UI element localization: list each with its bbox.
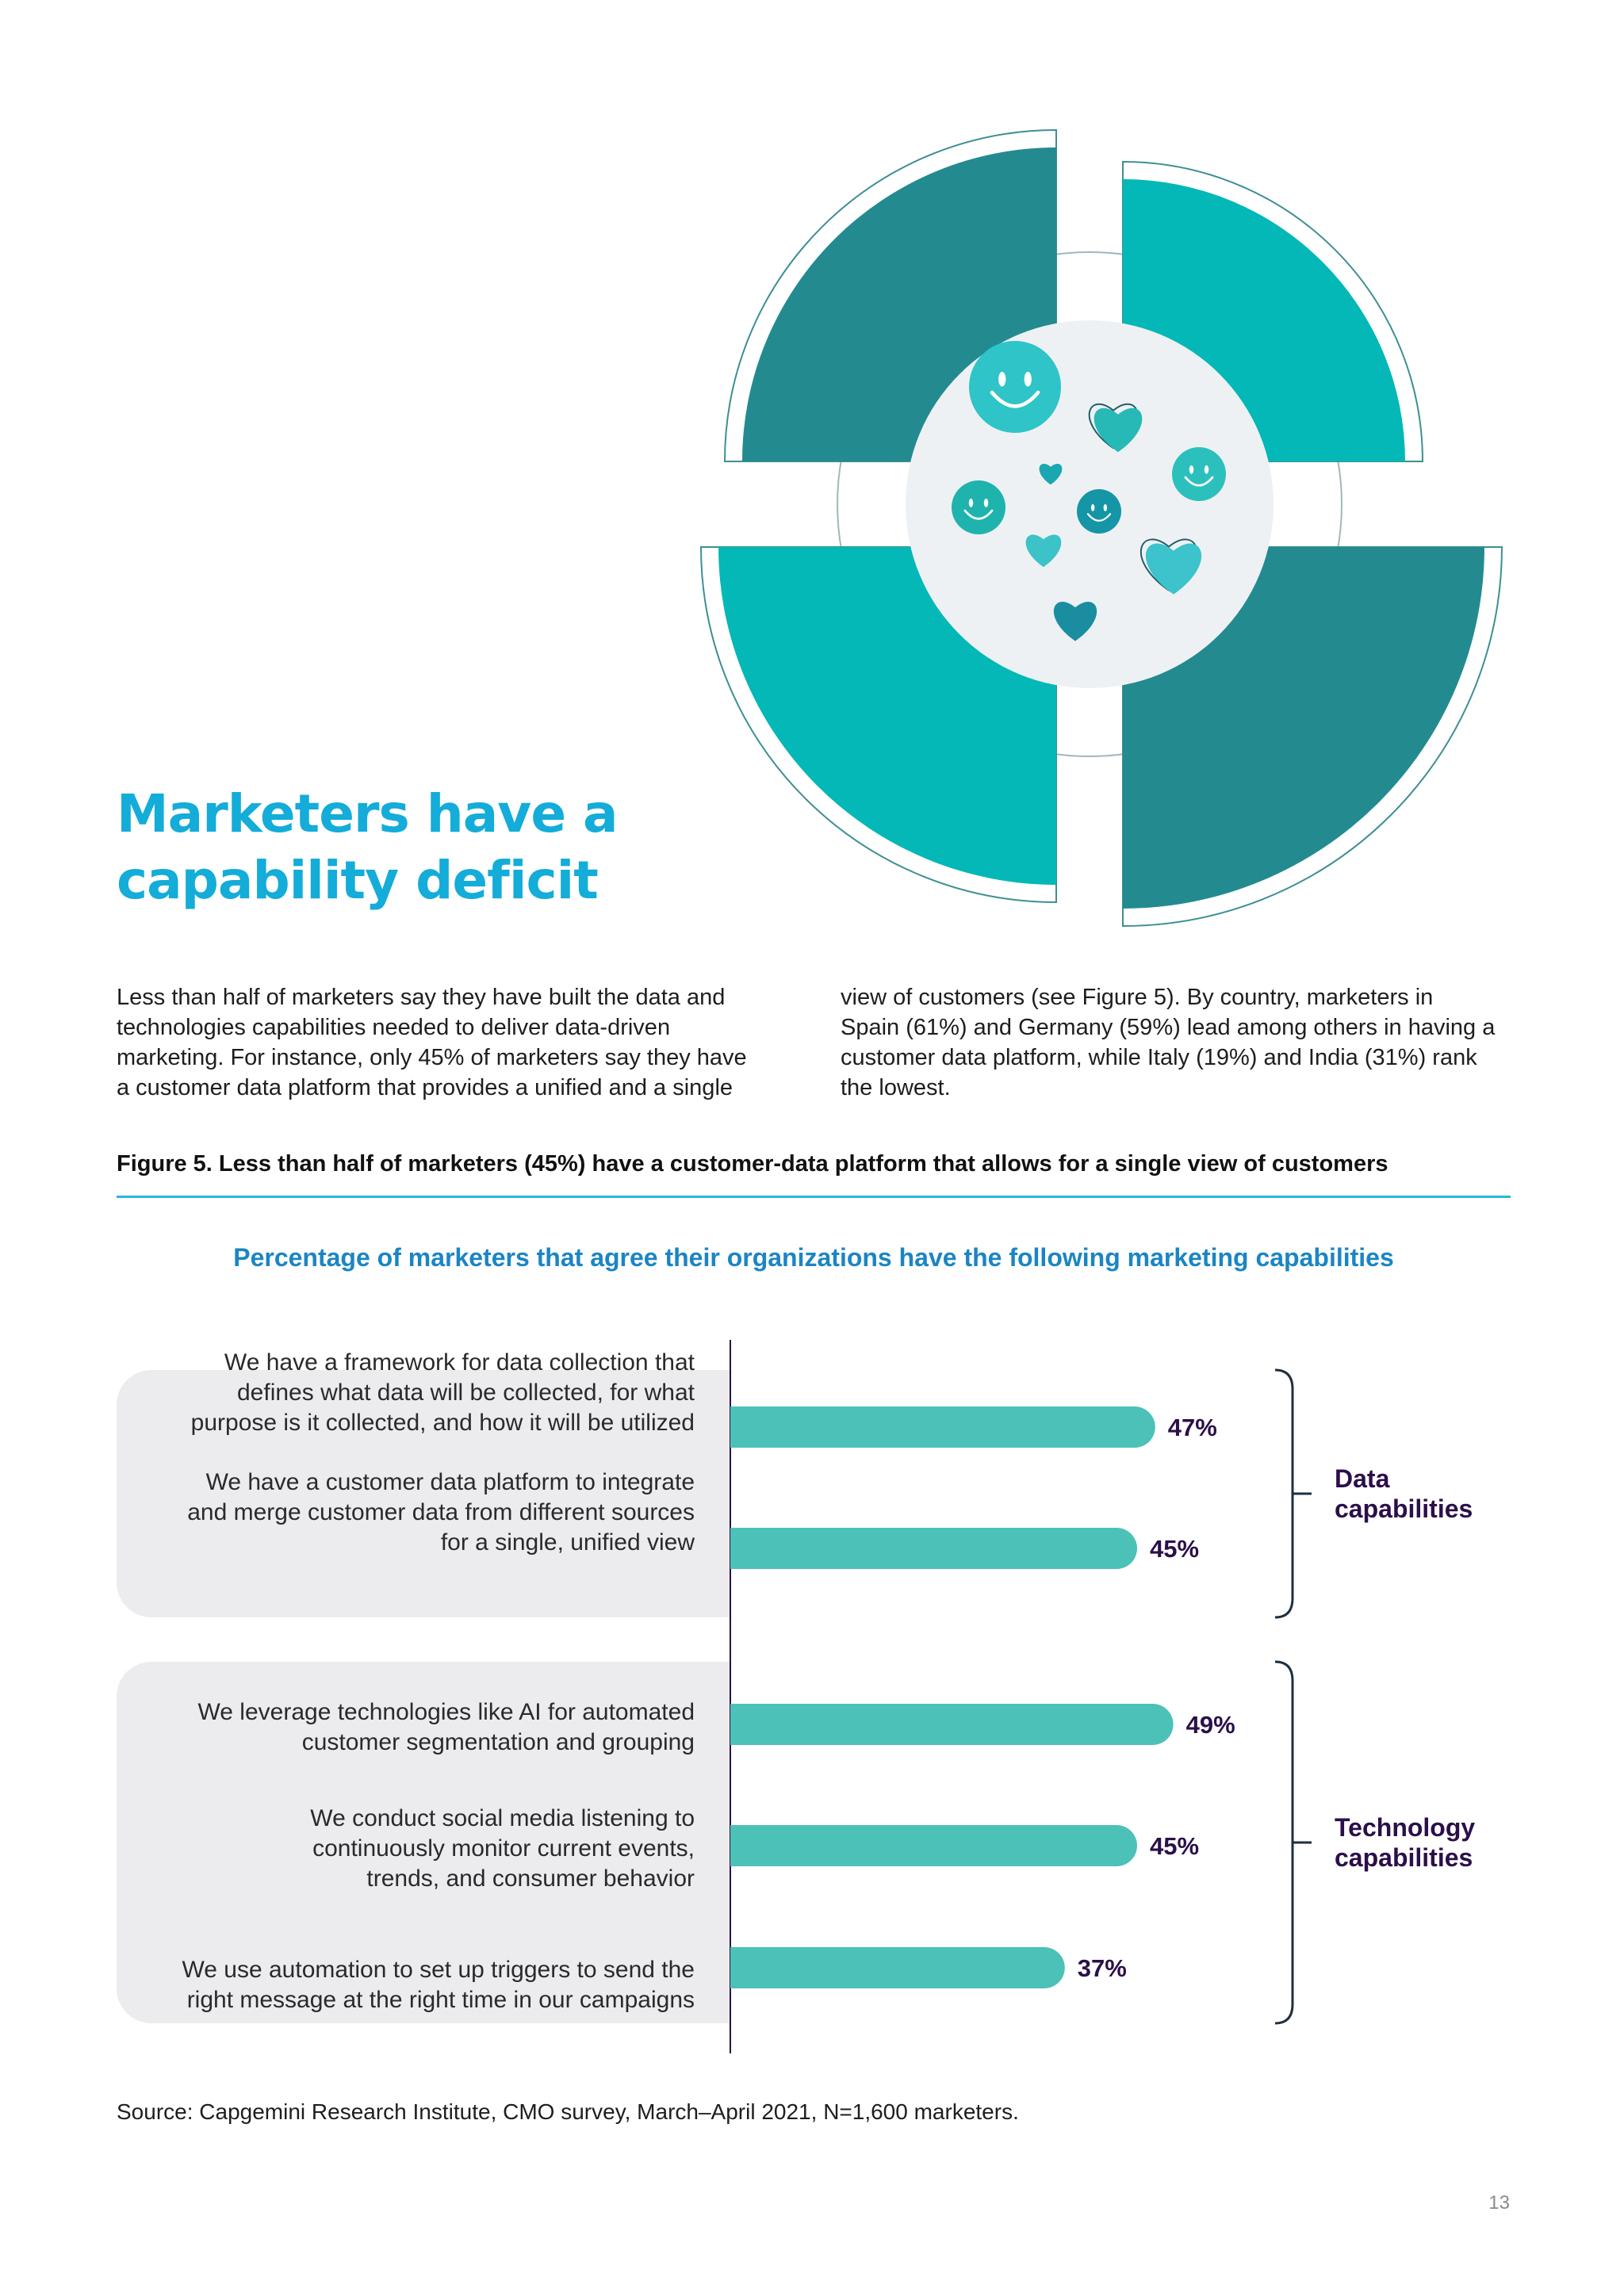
body-line: customer data platform, while Italy (19%… bbox=[841, 1045, 1477, 1070]
body-line: view of customers (see Figure 5). By cou… bbox=[841, 985, 1434, 1010]
category-label: We have a customer data platform to inte… bbox=[206, 1469, 695, 1495]
category-label: for a single, unified view bbox=[441, 1529, 695, 1556]
heart-shape bbox=[1094, 408, 1143, 453]
category-label: trends, and consumer behavior bbox=[366, 1866, 695, 1892]
smiley-eye bbox=[1103, 503, 1108, 511]
heart-icon bbox=[1039, 463, 1063, 485]
heart-shape bbox=[1025, 534, 1062, 568]
smiley-eye bbox=[968, 498, 974, 507]
smiley-eye bbox=[998, 371, 1006, 387]
group-label: capabilities bbox=[1335, 1494, 1473, 1523]
smiley-icon bbox=[969, 341, 1061, 433]
heart-shape bbox=[1145, 543, 1202, 595]
heading-line: capability deficit bbox=[117, 850, 599, 911]
bar bbox=[730, 1947, 1065, 1988]
category-label: and merge customer data from different s… bbox=[187, 1499, 695, 1525]
heart-shape bbox=[1053, 602, 1097, 641]
body-line: a customer data platform that provides a… bbox=[117, 1075, 733, 1100]
category-label: We have a framework for data collection … bbox=[224, 1349, 695, 1376]
category-label: We conduct social media listening to bbox=[310, 1805, 695, 1831]
smiley-mouth bbox=[963, 509, 994, 520]
category-label: right message at the right time in our c… bbox=[187, 1987, 695, 2013]
category-label: continuously monitor current events, bbox=[312, 1835, 695, 1862]
data-label: 37% bbox=[1078, 1954, 1127, 1982]
heart-icon bbox=[1025, 534, 1062, 568]
heart-icon bbox=[1139, 538, 1202, 595]
group-label: capabilities bbox=[1335, 1843, 1473, 1872]
group-brace bbox=[1274, 1660, 1294, 2025]
category-label: We leverage technologies like AI for aut… bbox=[198, 1699, 695, 1725]
category-label: We use automation to set up triggers to … bbox=[182, 1957, 695, 1983]
data-label: 45% bbox=[1150, 1535, 1199, 1563]
data-label: 45% bbox=[1150, 1832, 1199, 1860]
smiley-mouth bbox=[1086, 513, 1112, 522]
smiley-eye bbox=[1024, 371, 1032, 387]
smiley-icon bbox=[1172, 447, 1226, 501]
source-note: Source: Capgemini Research Institute, CM… bbox=[117, 2099, 1019, 2124]
body-line: marketing. For instance, only 45% of mar… bbox=[117, 1045, 747, 1070]
page-number: 13 bbox=[1488, 2192, 1510, 2214]
smiley-eye bbox=[983, 498, 989, 507]
heart-icon bbox=[1053, 602, 1097, 641]
label-band bbox=[117, 1370, 778, 1617]
hero-illustration bbox=[699, 128, 1503, 928]
heading-line: Marketers have a bbox=[117, 783, 619, 844]
body-text-column-1: Less than half of marketers say they hav… bbox=[117, 982, 791, 1103]
label-band bbox=[117, 1662, 778, 2023]
smiley-face bbox=[1172, 447, 1226, 501]
figure-title: Figure 5. Less than half of marketers (4… bbox=[117, 1151, 1388, 1177]
bar bbox=[730, 1528, 1137, 1569]
page-heading: Marketers have a capability deficit bbox=[117, 781, 619, 914]
bar-chart: 47% We have a framework for data collecti… bbox=[117, 1332, 1475, 2061]
data-label: 49% bbox=[1186, 1711, 1235, 1739]
smiley-mouth bbox=[990, 390, 1040, 408]
smiley-eye bbox=[1204, 465, 1209, 474]
category-label: purpose is it collected, and how it will… bbox=[191, 1410, 695, 1436]
figure-divider bbox=[117, 1196, 1511, 1198]
heart-shape bbox=[1039, 463, 1063, 485]
group-label: Data bbox=[1335, 1464, 1390, 1493]
hero-ring bbox=[837, 251, 1342, 757]
smiley-face bbox=[952, 480, 1005, 534]
bar bbox=[730, 1704, 1174, 1745]
body-line: Spain (61%) and Germany (59%) lead among… bbox=[841, 1015, 1496, 1040]
body-line: Less than half of marketers say they hav… bbox=[117, 985, 726, 1010]
body-line: the lowest. bbox=[841, 1075, 951, 1100]
heart-icon bbox=[1088, 403, 1143, 453]
smiley-eye bbox=[1189, 465, 1194, 474]
body-line: technologies capabilities needed to deli… bbox=[117, 1015, 671, 1040]
group-brace bbox=[1274, 1368, 1294, 1619]
category-label: defines what data will be collected, for… bbox=[237, 1380, 695, 1406]
band-mask bbox=[730, 1332, 825, 2061]
group-label: Technology bbox=[1335, 1813, 1475, 1842]
figure-subtitle: Percentage of marketers that agree their… bbox=[233, 1243, 1394, 1272]
smiley-icon bbox=[952, 480, 1005, 534]
smiley-icon bbox=[1077, 489, 1121, 534]
smiley-eye bbox=[1090, 503, 1095, 511]
smiley-face bbox=[969, 341, 1061, 433]
body-text-column-2: view of customers (see Figure 5). By cou… bbox=[841, 982, 1515, 1103]
bar bbox=[730, 1825, 1137, 1866]
category-label: customer segmentation and grouping bbox=[302, 1729, 695, 1755]
bar bbox=[730, 1406, 1155, 1448]
smiley-face bbox=[1077, 489, 1121, 534]
data-label: 47% bbox=[1168, 1414, 1217, 1441]
smiley-mouth bbox=[1184, 476, 1214, 487]
